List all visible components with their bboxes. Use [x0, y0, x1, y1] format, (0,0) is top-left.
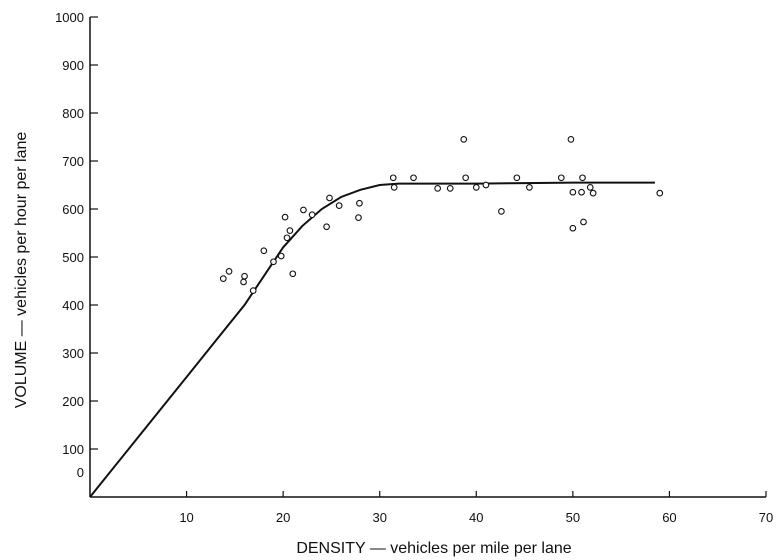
data-point — [241, 272, 248, 280]
data-point — [498, 208, 505, 215]
data-point — [389, 174, 397, 182]
data-point — [300, 206, 307, 214]
x-tick-label: 30 — [372, 510, 386, 525]
y-tick-label: 500 — [62, 250, 84, 265]
data-point — [578, 188, 585, 196]
data-point — [567, 136, 575, 143]
x-ticks: 10 20 30 40 50 60 70 — [179, 491, 773, 525]
data-point — [286, 227, 294, 234]
data-point — [569, 188, 577, 196]
data-point — [281, 213, 289, 221]
y-ticks: 0 100 200 300 400 500 600 700 800 900 1000 — [55, 10, 98, 480]
data-point — [579, 174, 586, 182]
data-point — [335, 202, 343, 209]
data-point — [482, 181, 490, 189]
data-point — [656, 189, 664, 197]
x-tick-label: 50 — [566, 510, 580, 525]
y-tick-label: 400 — [62, 298, 84, 313]
y-tick-label: 700 — [62, 154, 84, 169]
data-points — [219, 136, 664, 294]
data-point — [472, 184, 480, 191]
x-tick-label: 60 — [662, 510, 676, 525]
x-tick-label: 40 — [469, 510, 483, 525]
data-point — [283, 234, 291, 242]
axes — [89, 17, 766, 498]
data-point — [270, 258, 277, 266]
y-tick-label: 300 — [62, 346, 84, 361]
data-point — [586, 184, 594, 191]
x-axis-title: DENSITY — vehicles per mile per lane — [296, 540, 571, 557]
y-tick-label: 900 — [62, 58, 84, 73]
data-point — [225, 268, 233, 275]
data-point — [434, 185, 442, 192]
data-point — [249, 287, 257, 294]
data-point — [260, 247, 268, 255]
data-point — [355, 214, 362, 221]
data-point — [589, 189, 597, 197]
data-point — [323, 223, 330, 231]
x-tick-label: 20 — [276, 510, 290, 525]
data-point — [277, 252, 285, 260]
fit-curve — [89, 181, 655, 498]
data-point — [219, 275, 227, 282]
data-point — [526, 184, 533, 191]
y-tick-label: 0 — [77, 465, 84, 480]
y-axis-title: VOLUME — vehicles per hour per lane — [13, 132, 30, 409]
data-point — [557, 174, 565, 182]
y-tick-label: 1000 — [55, 10, 84, 25]
data-point — [356, 199, 363, 207]
data-point — [410, 174, 417, 182]
y-tick-label: 800 — [62, 106, 84, 121]
data-point — [289, 270, 297, 278]
data-point — [460, 136, 468, 143]
data-point — [308, 211, 316, 219]
y-tick-label: 100 — [62, 442, 84, 457]
data-point — [462, 174, 470, 182]
data-point — [569, 224, 577, 232]
x-tick-label: 70 — [759, 510, 773, 525]
data-point — [580, 218, 587, 226]
y-tick-label: 200 — [62, 394, 84, 409]
data-point — [446, 185, 454, 192]
data-point — [513, 174, 521, 182]
data-point — [326, 194, 333, 202]
x-tick-label: 10 — [179, 510, 193, 525]
data-point — [240, 278, 247, 286]
data-point — [390, 184, 398, 191]
y-tick-label: 600 — [62, 202, 84, 217]
